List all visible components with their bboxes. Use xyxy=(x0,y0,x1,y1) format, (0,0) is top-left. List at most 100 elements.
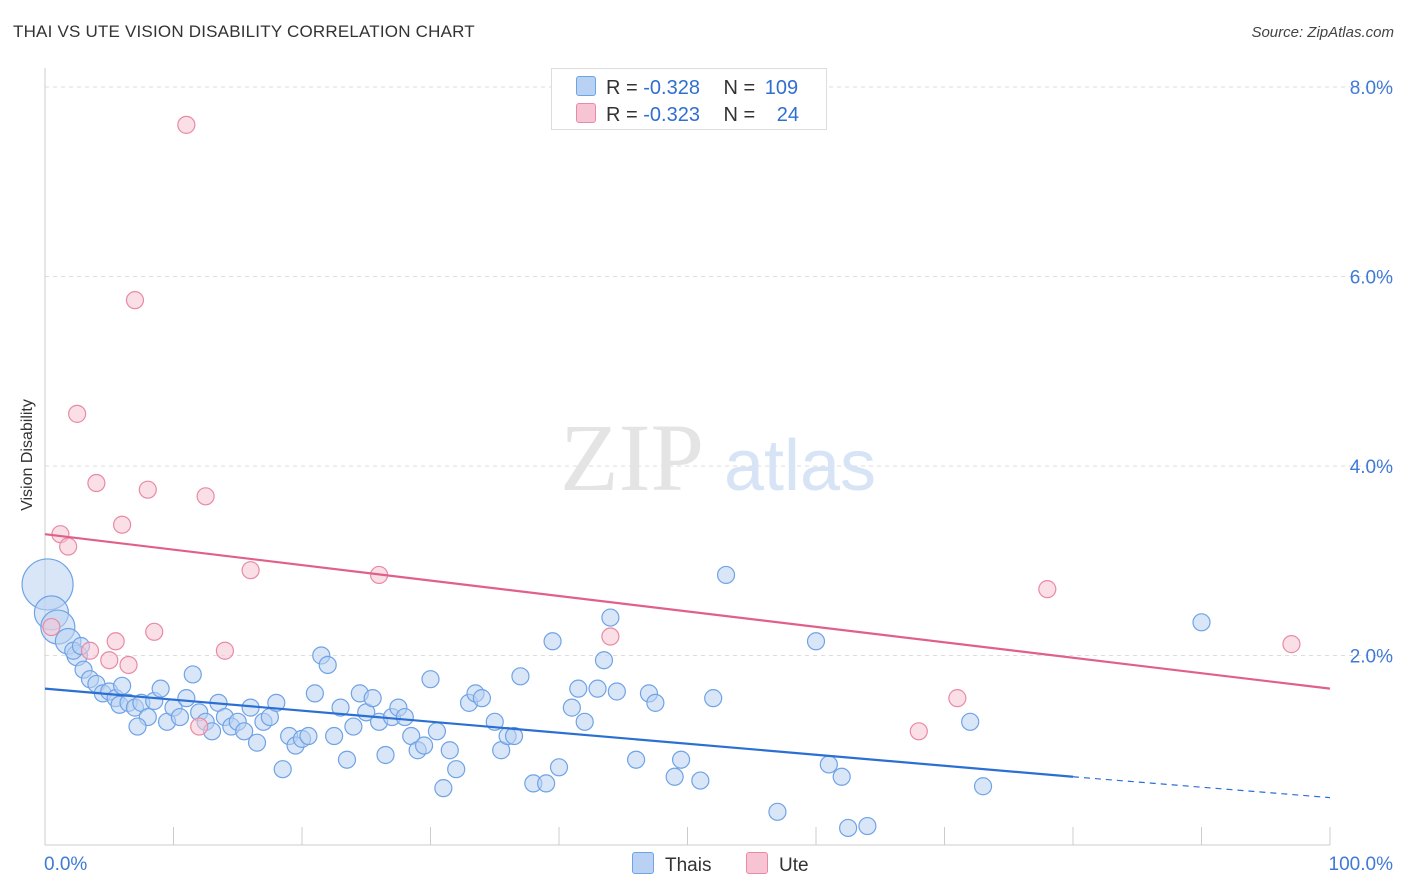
data-point-thais xyxy=(376,745,395,765)
legend-swatch-thais xyxy=(576,76,596,96)
data-point-ute xyxy=(119,655,138,675)
data-point-ute xyxy=(100,651,119,670)
data-point-thais xyxy=(447,760,466,779)
data-point-thais xyxy=(607,682,626,701)
data-point-thais xyxy=(973,777,993,796)
data-point-thais xyxy=(325,726,344,746)
legend-r-value-ute: -0.323 xyxy=(643,104,700,126)
y-tick-label: 2.0% xyxy=(1350,646,1393,667)
data-point-thais xyxy=(594,651,614,670)
data-point-thais xyxy=(819,755,838,774)
data-point-thais xyxy=(337,750,357,769)
data-point-thais xyxy=(768,802,787,821)
data-point-thais xyxy=(569,679,588,698)
data-point-ute xyxy=(215,641,234,660)
series-thais-points xyxy=(21,558,1211,838)
data-point-thais xyxy=(858,816,877,836)
data-point-thais xyxy=(704,689,723,708)
data-point-thais xyxy=(504,726,524,746)
data-point-ute xyxy=(42,617,61,637)
data-point-thais xyxy=(716,565,736,585)
trend-line-ute xyxy=(44,533,1331,690)
data-point-thais xyxy=(806,632,826,651)
data-point-ute xyxy=(87,473,106,493)
axes xyxy=(44,68,1331,846)
data-point-thais xyxy=(331,698,350,717)
data-point-thais xyxy=(588,679,607,698)
watermark-zip: ZIP xyxy=(560,404,704,511)
data-point-thais xyxy=(691,771,710,790)
data-point-thais xyxy=(961,712,980,731)
data-point-thais xyxy=(1192,613,1211,632)
legend-swatch-ute xyxy=(576,103,596,123)
data-point-ute xyxy=(138,480,157,499)
data-point-thais xyxy=(273,760,292,779)
data-point-thais xyxy=(549,758,569,777)
trend-line-thais-extrapolated xyxy=(1072,776,1331,799)
data-point-thais xyxy=(421,670,440,689)
data-point-thais xyxy=(537,774,556,793)
legend-r-label: R = xyxy=(606,77,638,99)
data-point-thais xyxy=(543,632,562,651)
legend-item-thais[interactable]: Thais xyxy=(632,852,711,877)
legend-swatch-thais xyxy=(632,852,654,874)
data-point-thais xyxy=(112,676,132,695)
data-point-thais xyxy=(299,726,318,746)
data-point-thais xyxy=(575,712,594,731)
data-point-thais xyxy=(170,707,190,727)
data-point-thais xyxy=(363,689,382,708)
data-point-ute xyxy=(1282,635,1301,654)
legend-row-thais: R = -0.328 N = 109 xyxy=(576,76,798,100)
trend-lines xyxy=(44,533,1331,799)
series-ute-points xyxy=(42,115,1301,741)
legend-r-label: R = xyxy=(606,104,638,126)
data-point-thais xyxy=(434,779,453,798)
data-point-ute xyxy=(241,561,260,580)
data-point-thais xyxy=(151,679,170,698)
data-point-thais xyxy=(344,717,363,736)
data-point-thais xyxy=(626,750,646,769)
data-point-ute xyxy=(106,632,125,651)
trend-line-thais xyxy=(44,687,1074,778)
legend-r-value-thais: -0.328 xyxy=(643,77,700,99)
data-point-ute xyxy=(59,537,78,556)
data-point-ute xyxy=(112,515,132,534)
data-point-thais xyxy=(183,665,202,684)
data-point-thais xyxy=(235,722,254,741)
data-point-ute xyxy=(125,291,145,310)
data-point-thais xyxy=(832,767,851,786)
legend-swatch-ute xyxy=(746,852,768,874)
legend-n-label: N = xyxy=(723,77,756,99)
legend-n-value-ute: 24 xyxy=(776,104,800,126)
y-tick-label: 6.0% xyxy=(1350,267,1393,288)
data-point-thais xyxy=(671,750,691,769)
watermark: ZIP atlas xyxy=(560,404,876,511)
x-tick-labels: 0.0% 100.0% xyxy=(44,854,1393,875)
source-label: Source: ZipAtlas.com xyxy=(1251,24,1394,41)
legend-n-label: N = xyxy=(723,104,756,126)
x-tick-label-min: 0.0% xyxy=(44,854,87,875)
chart-title: THAI VS UTE VISION DISABILITY CORRELATIO… xyxy=(13,22,475,41)
data-point-thais xyxy=(395,707,414,727)
data-point-thais xyxy=(646,693,665,712)
data-point-ute xyxy=(948,689,967,708)
data-point-ute xyxy=(68,404,87,423)
data-point-thais xyxy=(305,684,324,703)
data-point-thais xyxy=(128,717,147,736)
data-point-ute xyxy=(1038,580,1057,599)
legend-n-value-thais: 109 xyxy=(764,77,799,99)
legend-row-ute: R = -0.323 N = 24 xyxy=(576,103,799,127)
correlation-legend: R = -0.328 N = 109 R = -0.323 N = 24 xyxy=(551,68,827,130)
data-point-thais xyxy=(177,689,196,708)
data-point-ute xyxy=(909,722,928,741)
data-point-ute xyxy=(177,115,196,134)
data-point-thais xyxy=(414,736,434,755)
legend-item-ute[interactable]: Ute xyxy=(746,852,809,877)
legend-label-ute: Ute xyxy=(779,855,809,876)
data-point-ute xyxy=(601,627,620,646)
data-point-ute xyxy=(145,622,164,641)
y-tick-label: 8.0% xyxy=(1350,78,1393,99)
data-point-thais xyxy=(839,818,858,838)
data-point-thais xyxy=(247,733,267,752)
